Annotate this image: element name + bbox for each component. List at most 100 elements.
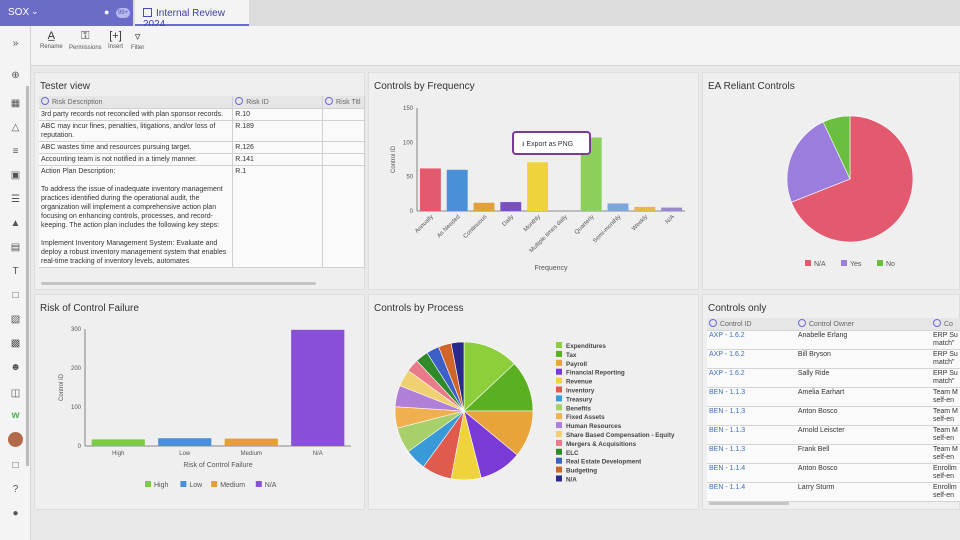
- control-id[interactable]: AXP - 1.6.2: [707, 368, 796, 388]
- brand-logo-icon[interactable]: w: [11, 410, 20, 421]
- control-owner: Anabelle Erlang: [795, 330, 931, 350]
- export-png-button[interactable]: ⭳ Export as PNG: [512, 131, 591, 155]
- folder-icon[interactable]: □: [12, 290, 19, 301]
- insert-button[interactable]: [+] Insert: [108, 30, 123, 50]
- pie-slice: [822, 115, 851, 180]
- legend-label: ELC: [566, 450, 579, 457]
- column-label: Risk ID: [246, 99, 269, 106]
- avatar[interactable]: [8, 432, 23, 447]
- table-row[interactable]: ABC wastes time and resources pursuing t…: [39, 141, 365, 154]
- legend-swatch: [145, 481, 151, 487]
- warning-icon[interactable]: △: [11, 122, 20, 133]
- table-row[interactable]: AXP - 1.6.2 Bill Bryson ERP Su match": [707, 349, 960, 369]
- control-owner: Frank Bell: [795, 444, 931, 464]
- bar: [419, 168, 441, 211]
- control-id[interactable]: BEN - 1.1.3: [707, 387, 796, 407]
- x-tick-label: High: [112, 451, 124, 457]
- tab-internal-review[interactable]: Internal Review 2024: [135, 0, 249, 30]
- sidebar-scrollbar[interactable]: [26, 86, 29, 466]
- person-icon[interactable]: ☻: [10, 362, 21, 373]
- column-header[interactable]: Risk Description: [39, 96, 234, 109]
- y-tick-label: 200: [71, 366, 82, 372]
- table-row[interactable]: BEN - 1.1.4 Larry Sturm Enrollm self-en: [707, 482, 960, 502]
- building-icon[interactable]: ▦: [10, 98, 21, 109]
- control-id[interactable]: BEN - 1.1.3: [707, 406, 796, 426]
- space-switcher[interactable]: SOX ⌄ ● 99+: [0, 0, 133, 26]
- risk-id: R.1: [232, 165, 324, 268]
- folder-search-icon[interactable]: ▧: [10, 314, 21, 325]
- control-id[interactable]: AXP - 1.6.2: [707, 349, 796, 369]
- calendar-icon[interactable]: ▣: [10, 170, 21, 181]
- report-icon[interactable]: ▤: [10, 242, 21, 253]
- column-header[interactable]: Risk ID: [232, 96, 324, 109]
- control-description: Enrollm self-en: [931, 463, 960, 483]
- y-tick-label: 100: [403, 140, 414, 146]
- panel-title: Controls only: [708, 303, 767, 314]
- control-owner: Bill Bryson: [795, 349, 931, 369]
- id-column-icon: [325, 97, 334, 105]
- filter-button[interactable]: ▿ Filter: [131, 30, 144, 51]
- control-id[interactable]: BEN - 1.1.4: [707, 482, 796, 502]
- legend-label: Inventory: [566, 388, 595, 395]
- tester-view-panel: Tester view Risk Description Risk ID Ris…: [34, 72, 365, 290]
- y-tick-label: 50: [406, 175, 413, 181]
- legend-label: Human Resources: [566, 423, 622, 430]
- table-row[interactable]: BEN - 1.1.3 Frank Bell Team M self-en: [707, 444, 960, 464]
- horizontal-scrollbar[interactable]: [41, 282, 316, 285]
- legend-label: High: [154, 482, 169, 489]
- table-row[interactable]: AXP - 1.6.2 Anabelle Erlang ERP Su match": [707, 330, 960, 350]
- chat-icon[interactable]: □: [12, 460, 19, 471]
- control-id[interactable]: AXP - 1.6.2: [707, 330, 796, 350]
- table-row[interactable]: ABC may incur fines, penalties, litigati…: [39, 120, 365, 142]
- control-id[interactable]: BEN - 1.1.4: [707, 463, 796, 483]
- permissions-button[interactable]: ⚿ Permissions: [69, 30, 102, 51]
- legend-swatch: [556, 448, 562, 455]
- legend-swatch: [556, 395, 562, 402]
- panel-title: EA Reliant Controls: [708, 81, 795, 92]
- x-tick-label: Weekly: [631, 214, 649, 232]
- legend-swatch: [556, 475, 562, 482]
- risk-description: Action Plan Description: To address the …: [39, 165, 234, 268]
- horizontal-scrollbar[interactable]: [709, 502, 789, 505]
- table-row[interactable]: 3rd party records not reconciled with pl…: [39, 108, 365, 121]
- table-row[interactable]: Action Plan Description: To address the …: [39, 165, 365, 268]
- bar: [473, 202, 495, 211]
- column-header[interactable]: Control Owner: [795, 318, 931, 331]
- table-row[interactable]: AXP - 1.6.2 Sally Ride ERP Su match": [707, 368, 960, 388]
- control-owner: Anton Bosco: [795, 406, 931, 426]
- table-row[interactable]: BEN - 1.1.4 Anton Bosco Enrollm self-en: [707, 463, 960, 483]
- text-icon[interactable]: T: [12, 266, 19, 277]
- table-row[interactable]: Accounting team is not notified in a tim…: [39, 153, 365, 166]
- column-header[interactable]: Risk Titl: [322, 96, 365, 109]
- pie-slice: [786, 121, 851, 203]
- book-icon[interactable]: ▩: [10, 338, 21, 349]
- legend-label: N/A: [265, 482, 277, 489]
- bar: [291, 329, 345, 446]
- expand-sidebar-icon[interactable]: »: [12, 38, 19, 49]
- legend-label: Mergers & Acquisitions: [566, 441, 637, 448]
- storage-icon[interactable]: ◫: [10, 388, 21, 399]
- y-axis-label: Control ID: [391, 145, 397, 173]
- table-row[interactable]: BEN - 1.1.3 Amelia Earhart Team M self-en: [707, 387, 960, 407]
- control-id[interactable]: BEN - 1.1.3: [707, 425, 796, 445]
- sliders-icon[interactable]: ≡: [12, 146, 19, 157]
- shield-icon[interactable]: ●: [12, 508, 19, 519]
- table-row[interactable]: BEN - 1.1.3 Anton Bosco Team M self-en: [707, 406, 960, 426]
- control-id[interactable]: BEN - 1.1.3: [707, 444, 796, 464]
- x-tick-label: Low: [179, 451, 191, 457]
- help-icon[interactable]: ?: [12, 484, 19, 495]
- controls-only-table-wrap: Control ID Control Owner Co AXP - 1.6.2 A…: [707, 318, 960, 506]
- add-icon[interactable]: ⊕: [11, 70, 20, 81]
- column-header[interactable]: Control ID: [707, 318, 796, 331]
- list-icon[interactable]: ☰: [11, 194, 20, 205]
- table-row[interactable]: BEN - 1.1.3 Arnold Leiscter Team M self-en: [707, 425, 960, 445]
- frequency-bar-chart: 0 50 100 150 Annually As Needed Continuous Dail…: [391, 106, 685, 272]
- rename-button[interactable]: A̲ Rename: [40, 30, 63, 50]
- bar: [158, 438, 212, 446]
- insert-icon: [+]: [109, 30, 122, 42]
- panel-title: Controls by Process: [374, 303, 464, 314]
- risk-title: [322, 108, 365, 121]
- column-header[interactable]: Co: [931, 318, 960, 331]
- legend-swatch: [556, 377, 562, 384]
- flask-icon[interactable]: ▲: [10, 218, 21, 229]
